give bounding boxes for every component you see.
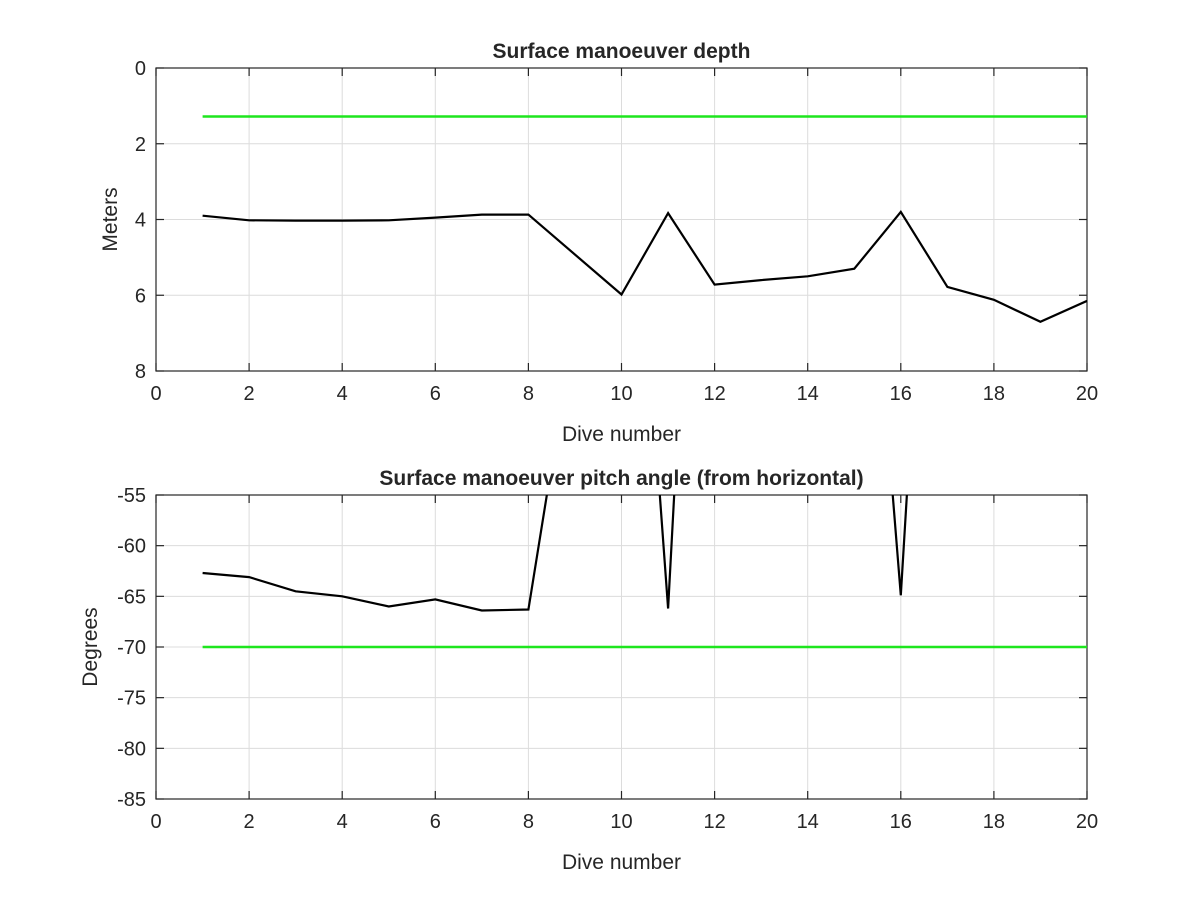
pitch-y-tick-label: -85 <box>117 789 146 811</box>
depth-x-tick-label: 6 <box>430 383 441 405</box>
depth-y-axis-label: Meters <box>99 187 122 251</box>
pitch-x-tick-label: 14 <box>797 811 819 833</box>
pitch-x-tick-label: 10 <box>610 811 632 833</box>
depth-y-tick-label: 4 <box>135 210 146 232</box>
pitch-chart-title: Surface manoeuver pitch angle (from hori… <box>379 467 863 490</box>
depth-x-tick-label: 18 <box>983 383 1005 405</box>
depth-x-tick-label: 16 <box>890 383 912 405</box>
pitch-y-tick-label: -75 <box>117 688 146 710</box>
pitch-ticks: 0 2 4 6 8 10 12 14 16 18 20 -55 -60 -65 -70 -75 -80 -85 <box>117 485 1098 833</box>
pitch-chart: 0 2 4 6 8 10 12 14 16 18 20 -55 -60 -65 -70 -75 -80 -85 S… <box>79 467 1098 874</box>
pitch-series <box>202 495 1087 649</box>
pitch-x-tick-label: 8 <box>523 811 534 833</box>
depth-chart: 0 2 4 6 8 10 12 14 16 18 20 0 2 4 6 8 Surface manoeuver… <box>99 40 1098 446</box>
depth-x-tick-label: 20 <box>1076 383 1098 405</box>
pitch-measured-line <box>202 495 908 612</box>
depth-y-tick-label: 8 <box>135 361 146 383</box>
pitch-y-tick-label: -55 <box>117 485 146 507</box>
depth-x-tick-label: 8 <box>523 383 534 405</box>
depth-measured-line <box>202 210 1087 324</box>
depth-y-tick-label: 0 <box>135 58 146 80</box>
depth-x-tick-label: 14 <box>797 383 819 405</box>
pitch-y-tick-label: -70 <box>117 637 146 659</box>
depth-chart-title: Surface manoeuver depth <box>493 40 751 63</box>
depth-ticks: 0 2 4 6 8 10 12 14 16 18 20 0 2 4 6 8 <box>135 58 1098 405</box>
depth-x-tick-label: 12 <box>703 383 725 405</box>
depth-x-tick-label: 0 <box>150 383 161 405</box>
pitch-x-tick-label: 18 <box>983 811 1005 833</box>
pitch-x-tick-label: 20 <box>1076 811 1098 833</box>
pitch-x-tick-label: 4 <box>337 811 348 833</box>
depth-x-axis-label: Dive number <box>562 423 681 446</box>
pitch-x-tick-label: 0 <box>150 811 161 833</box>
depth-x-tick-label: 2 <box>244 383 255 405</box>
pitch-x-tick-label: 12 <box>703 811 725 833</box>
depth-x-tick-label: 4 <box>337 383 348 405</box>
pitch-y-axis-label: Degrees <box>79 607 102 686</box>
depth-y-tick-label: 2 <box>135 134 146 156</box>
depth-y-tick-label: 6 <box>135 285 146 307</box>
pitch-y-tick-label: -65 <box>117 586 146 608</box>
pitch-x-tick-label: 6 <box>430 811 441 833</box>
depth-x-tick-label: 10 <box>610 383 632 405</box>
pitch-x-tick-label: 2 <box>244 811 255 833</box>
pitch-y-tick-label: -80 <box>117 738 146 760</box>
depth-series <box>202 115 1087 324</box>
pitch-x-axis-label: Dive number <box>562 851 681 874</box>
pitch-x-tick-label: 16 <box>890 811 912 833</box>
pitch-y-tick-label: -60 <box>117 536 146 558</box>
